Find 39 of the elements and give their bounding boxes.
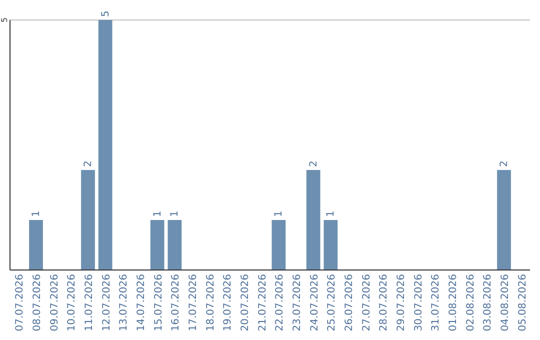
x-tick-label: 04.08.2026 — [500, 274, 511, 332]
x-tick-label: 13.07.2026 — [118, 274, 130, 332]
x-tick-label: 23.07.2026 — [292, 274, 303, 332]
x-tick-label: 10.07.2026 — [66, 274, 78, 332]
data-label: 2 — [83, 160, 94, 167]
x-tick-label: 02.08.2026 — [465, 274, 476, 332]
x-tick-label: 21.07.2026 — [257, 274, 268, 332]
data-label: 5 — [100, 10, 112, 17]
x-tick-label: 17.07.2026 — [188, 274, 199, 332]
x-tick-label: 19.07.2026 — [222, 274, 234, 332]
x-tick-label: 15.07.2026 — [153, 274, 164, 332]
x-tick-label: 27.07.2026 — [361, 274, 372, 332]
x-tick-label: 07.07.2026 — [14, 274, 26, 332]
data-label: 1 — [31, 210, 42, 217]
data-label: 1 — [274, 210, 285, 217]
x-tick-label: 28.07.2026 — [378, 274, 390, 332]
x-tick-label: 01.08.2026 — [448, 274, 459, 332]
x-tick-label: 20.07.2026 — [240, 274, 251, 332]
data-label: 1 — [152, 210, 164, 217]
x-tick-label: 22.07.2026 — [274, 274, 286, 332]
x-tick-label: 18.07.2026 — [205, 274, 216, 332]
x-tick-label: 12.07.2026 — [101, 274, 112, 332]
data-label: 2 — [308, 160, 320, 167]
data-label: 1 — [326, 210, 337, 217]
x-tick-label: 24.07.2026 — [309, 274, 320, 332]
x-tick-label: 31.07.2026 — [430, 274, 442, 332]
x-tick-label: 08.07.2026 — [32, 274, 43, 332]
x-tick-label: 29.07.2026 — [396, 274, 407, 332]
x-tick-label: 30.07.2026 — [413, 274, 424, 332]
x-tick-label: 09.07.2026 — [49, 274, 60, 332]
x-tick-label: 14.07.2026 — [136, 274, 147, 332]
x-tick-label: 26.07.2026 — [344, 274, 355, 332]
x-tick-label: 16.07.2026 — [170, 274, 182, 332]
data-label: 2 — [499, 160, 510, 167]
x-tick-label: 03.08.2026 — [482, 274, 494, 332]
x-tick-label: 11.07.2026 — [84, 274, 95, 332]
data-label: 1 — [170, 210, 181, 217]
x-tick-label: 05.08.2026 — [517, 274, 528, 332]
x-tick-label: 25.07.2026 — [326, 274, 338, 332]
